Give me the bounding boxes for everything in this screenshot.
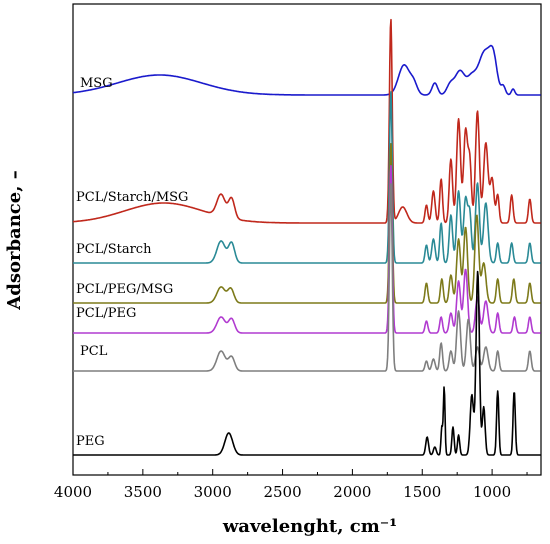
series-line-pcl	[72, 183, 541, 372]
series-label-pcl-starch: PCL/Starch	[76, 242, 152, 257]
series-labels-group: MSG PCL/Starch/MSG PCL/Starch PCL/PEG/MSG PC…	[76, 76, 188, 449]
x-tick-label: 2500	[263, 483, 301, 501]
series-line-pcl-starch	[72, 91, 541, 264]
y-axis-title: Adsorbance, –	[4, 170, 25, 310]
series-label-pcl-starch-msg: PCL/Starch/MSG	[76, 190, 188, 205]
series-line-pcl-peg	[72, 165, 541, 334]
series-label-msg: MSG	[80, 76, 113, 91]
x-tick-label: 1000	[473, 483, 511, 501]
plot-frame	[72, 3, 542, 476]
series-label-pcl-peg-msg: PCL/PEG/MSG	[76, 282, 173, 297]
x-tick-label: 1500	[403, 483, 441, 501]
series-line-pcl-starch-msg	[72, 18, 541, 224]
x-tick-label: 3500	[124, 483, 162, 501]
series-line-msg	[72, 44, 541, 96]
spectra-group	[72, 18, 541, 456]
x-tick-label: 4000	[54, 483, 92, 501]
series-line-peg	[72, 270, 541, 456]
x-axis-ticks: 4000 3500 3000 2500 2000 1500 1000	[54, 469, 528, 501]
x-axis-title: wavelenght, cm⁻¹	[222, 516, 397, 537]
series-label-pcl: PCL	[80, 344, 108, 359]
series-label-pcl-peg: PCL/PEG	[76, 306, 136, 321]
series-line-pcl-peg-msg	[72, 143, 541, 304]
x-tick-label: 3000	[194, 483, 232, 501]
series-label-peg: PEG	[76, 434, 105, 449]
x-tick-label: 2000	[333, 483, 371, 501]
